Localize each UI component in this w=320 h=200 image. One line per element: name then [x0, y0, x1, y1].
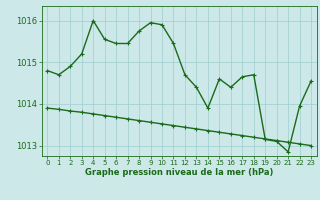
X-axis label: Graphe pression niveau de la mer (hPa): Graphe pression niveau de la mer (hPa) — [85, 168, 273, 177]
